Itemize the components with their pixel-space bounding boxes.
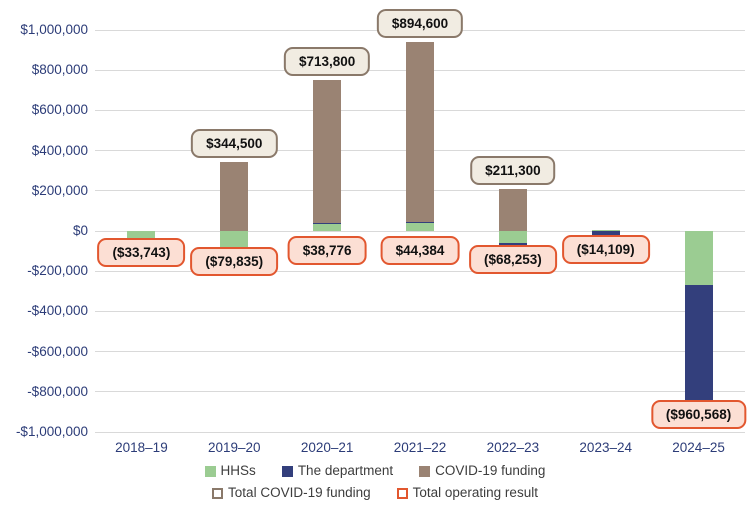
gridline <box>95 351 745 353</box>
x-tick-label: 2020–21 <box>300 440 354 455</box>
y-tick-label: $800,000 <box>31 62 88 78</box>
operating-result-label: ($14,109) <box>561 234 650 264</box>
bar-segment-hhs <box>498 231 527 244</box>
x-tick-label: 2024–25 <box>672 440 725 455</box>
x-tick-label: 2023–24 <box>579 440 632 455</box>
legend-swatch-icon <box>419 465 431 477</box>
y-tick-label: -$400,000 <box>27 303 88 319</box>
covid-total-label: $344,500 <box>191 128 278 158</box>
bar-segment-covid <box>498 188 527 231</box>
y-tick-label: -$200,000 <box>27 263 88 279</box>
legend-label: COVID-19 funding <box>435 463 546 478</box>
operating-result-label: ($79,835) <box>190 247 279 277</box>
y-tick-label: $200,000 <box>31 182 88 198</box>
operating-result-label: ($33,743) <box>97 237 186 267</box>
operating-result-label: $38,776 <box>287 236 367 265</box>
legend-swatch-icon <box>204 465 216 477</box>
bar-segment-hhs <box>406 222 434 231</box>
covid-total-label: $713,800 <box>283 46 371 76</box>
legend-row: Total COVID-19 funding Total operating re… <box>212 484 538 502</box>
legend-label: HHSs <box>220 463 256 478</box>
legend-item: COVID-19 funding <box>419 462 545 480</box>
y-tick-label: $1,000,000 <box>20 22 88 37</box>
legend-label: Total operating result <box>412 485 538 500</box>
legend-row: HHSs The department COVID-19 funding <box>204 462 545 480</box>
x-tick-label: 2018–19 <box>115 440 168 455</box>
bar-segment-department <box>313 223 342 225</box>
bar-segment-hhs <box>127 231 156 238</box>
y-tick-label: -$800,000 <box>27 383 88 399</box>
bar-segment-department <box>498 243 527 245</box>
bar-segment-hhs <box>220 231 249 248</box>
bar-segment-covid <box>220 161 249 231</box>
gridline <box>95 391 745 393</box>
y-tick-label: $0 <box>72 223 88 238</box>
legend-item: The department <box>281 462 394 480</box>
x-tick-label: 2019–20 <box>208 440 261 455</box>
bar-segment-hhs <box>313 223 342 231</box>
y-tick-label: -$1,000,000 <box>15 424 88 439</box>
legend-swatch-icon <box>212 487 224 499</box>
bar-segment-department <box>406 222 434 224</box>
bar-segment-department <box>591 231 620 235</box>
covid-total-label: $894,600 <box>376 9 464 39</box>
gridline <box>95 230 745 232</box>
x-tick-label: 2022–23 <box>486 440 540 455</box>
bar-segment-hhs <box>684 231 713 286</box>
legend-swatch-icon <box>396 487 408 499</box>
y-tick-label: $400,000 <box>31 142 88 158</box>
legend-item: Total COVID-19 funding <box>212 484 371 502</box>
legend-swatch-icon <box>281 465 293 477</box>
operating-result-label: ($960,568) <box>650 400 747 430</box>
legend: HHSs The department COVID-19 funding Total … <box>0 462 750 502</box>
x-tick-label: 2021–22 <box>393 440 447 455</box>
operating-result-label: $44,384 <box>380 236 460 265</box>
operating-result-label: ($68,253) <box>468 244 557 274</box>
legend-item: HHSs <box>204 462 256 480</box>
gridline <box>95 431 745 433</box>
covid-total-label: $211,300 <box>470 155 556 185</box>
legend-label: Total COVID-19 funding <box>228 485 371 500</box>
gridline <box>95 270 745 272</box>
y-tick-label: $600,000 <box>31 102 88 118</box>
bar-segment-hhs <box>591 229 620 231</box>
bar-segment-covid <box>406 42 434 223</box>
legend-label: The department <box>297 463 394 478</box>
bar-segment-covid <box>313 79 342 224</box>
y-tick-label: -$600,000 <box>27 343 88 359</box>
legend-item: Total operating result <box>396 484 538 502</box>
gridline <box>95 310 745 312</box>
